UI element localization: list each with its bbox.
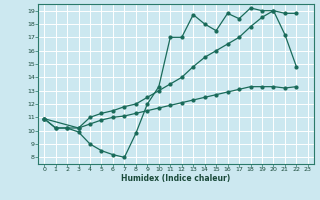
X-axis label: Humidex (Indice chaleur): Humidex (Indice chaleur)	[121, 174, 231, 183]
